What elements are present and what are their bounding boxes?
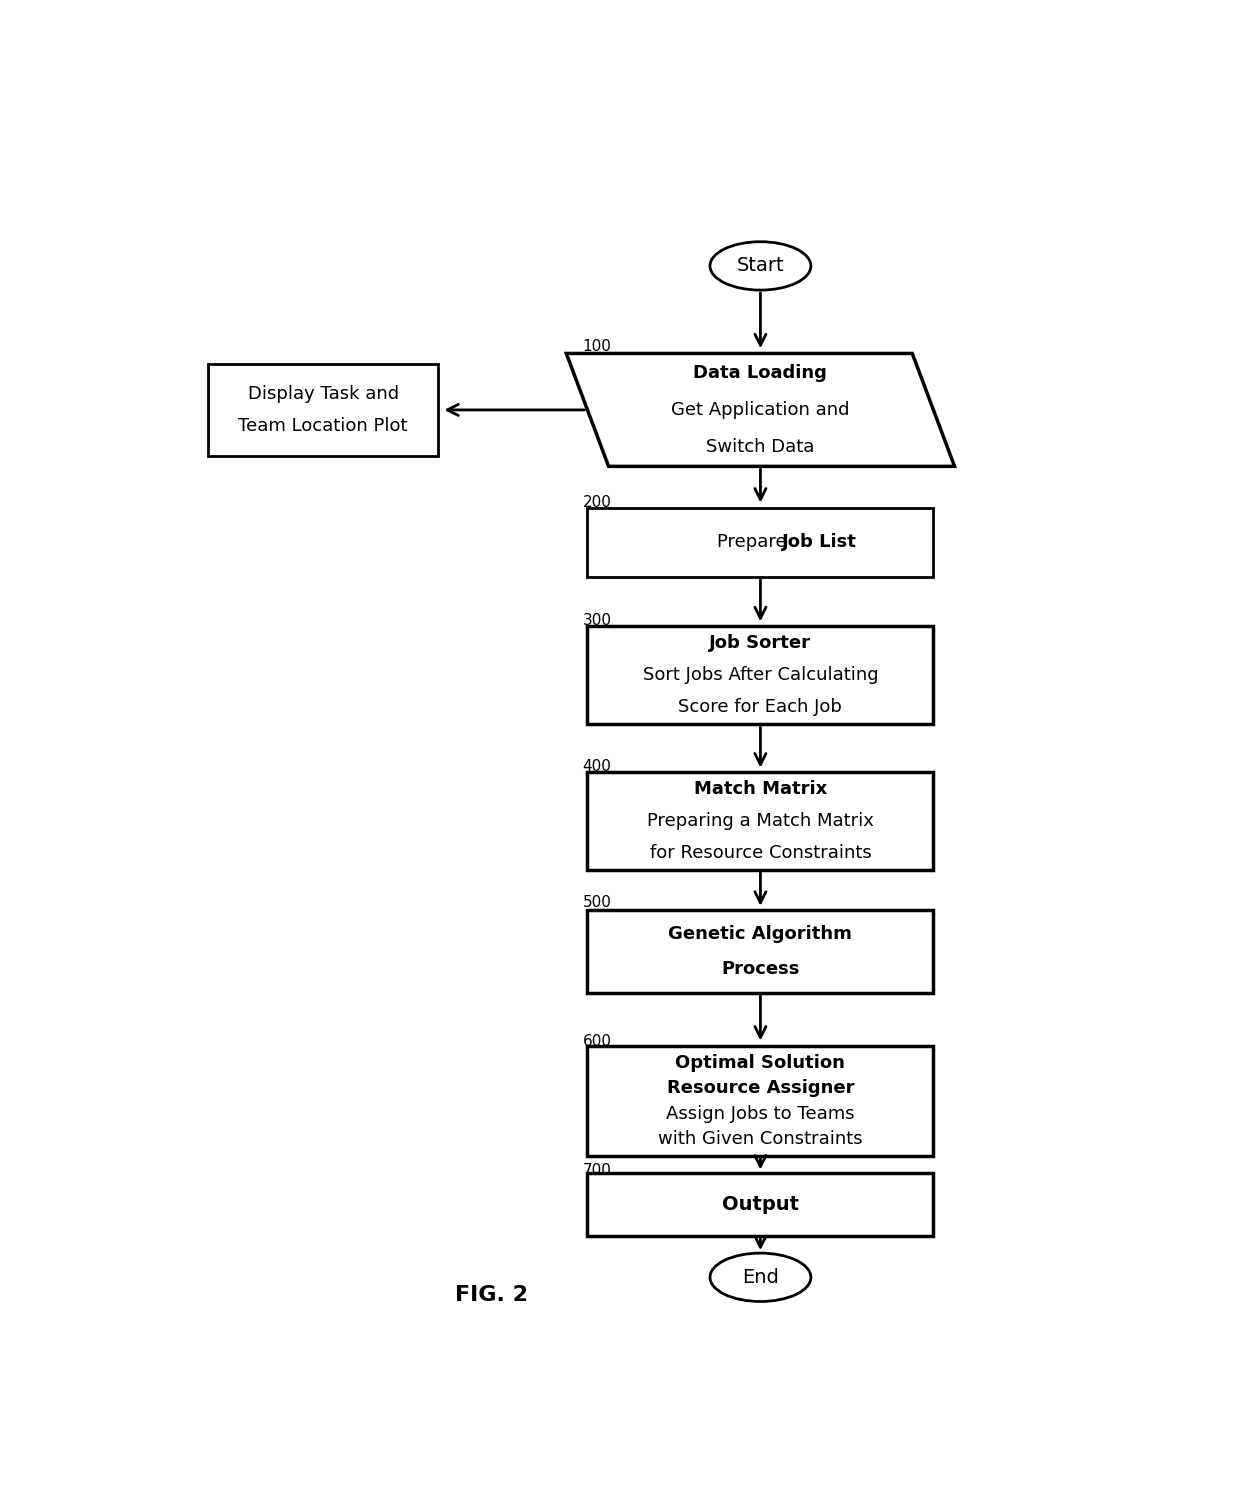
- Text: Prepare: Prepare: [717, 534, 792, 552]
- Bar: [588, 910, 934, 993]
- Text: End: End: [742, 1267, 779, 1287]
- Text: with Given Constraints: with Given Constraints: [658, 1129, 863, 1147]
- Text: Preparing a Match Matrix: Preparing a Match Matrix: [647, 812, 874, 830]
- Bar: [208, 364, 439, 456]
- Text: Output: Output: [722, 1195, 799, 1215]
- Text: 300: 300: [583, 613, 611, 628]
- Text: FIG. 2: FIG. 2: [455, 1285, 528, 1305]
- Text: Genetic Algorithm: Genetic Algorithm: [668, 925, 852, 942]
- Text: Get Application and: Get Application and: [671, 401, 849, 419]
- Text: Sort Jobs After Calculating: Sort Jobs After Calculating: [642, 666, 878, 684]
- Text: 600: 600: [583, 1034, 611, 1049]
- Text: for Resource Constraints: for Resource Constraints: [650, 844, 872, 862]
- Text: Assign Jobs to Teams: Assign Jobs to Teams: [666, 1104, 854, 1122]
- Text: 400: 400: [583, 760, 611, 775]
- Text: Process: Process: [722, 959, 800, 977]
- Text: Start: Start: [737, 256, 784, 275]
- Text: Switch Data: Switch Data: [707, 438, 815, 456]
- Bar: [588, 1046, 934, 1156]
- Text: Score for Each Job: Score for Each Job: [678, 699, 842, 717]
- Text: Optimal Solution: Optimal Solution: [676, 1055, 846, 1073]
- Bar: [588, 625, 934, 724]
- Text: Match Matrix: Match Matrix: [694, 779, 827, 797]
- Bar: [588, 772, 934, 871]
- Bar: [588, 1173, 934, 1236]
- Text: Data Loading: Data Loading: [693, 364, 827, 381]
- Text: Job Sorter: Job Sorter: [709, 634, 811, 652]
- Text: 700: 700: [583, 1162, 611, 1177]
- Text: Display Task and: Display Task and: [248, 384, 399, 402]
- Text: Job List: Job List: [781, 534, 857, 552]
- Text: 500: 500: [583, 896, 611, 911]
- Bar: [588, 507, 934, 577]
- Text: Resource Assigner: Resource Assigner: [667, 1080, 854, 1098]
- Text: 200: 200: [583, 495, 611, 510]
- Text: Team Location Plot: Team Location Plot: [238, 417, 408, 435]
- Text: 100: 100: [583, 340, 611, 355]
